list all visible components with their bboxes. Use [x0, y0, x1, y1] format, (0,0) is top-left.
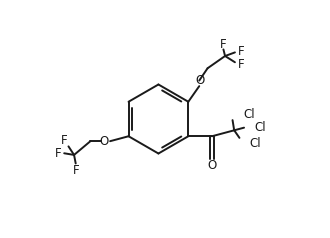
Text: Cl: Cl	[249, 137, 261, 150]
Text: O: O	[207, 159, 216, 172]
Text: F: F	[238, 58, 245, 71]
Text: F: F	[220, 38, 227, 51]
Text: F: F	[72, 164, 79, 177]
Text: Cl: Cl	[243, 108, 255, 121]
Text: Cl: Cl	[254, 121, 266, 134]
Text: O: O	[195, 74, 204, 87]
Text: F: F	[238, 45, 245, 58]
Text: O: O	[99, 135, 109, 148]
Text: F: F	[55, 147, 61, 160]
Text: F: F	[61, 134, 68, 147]
